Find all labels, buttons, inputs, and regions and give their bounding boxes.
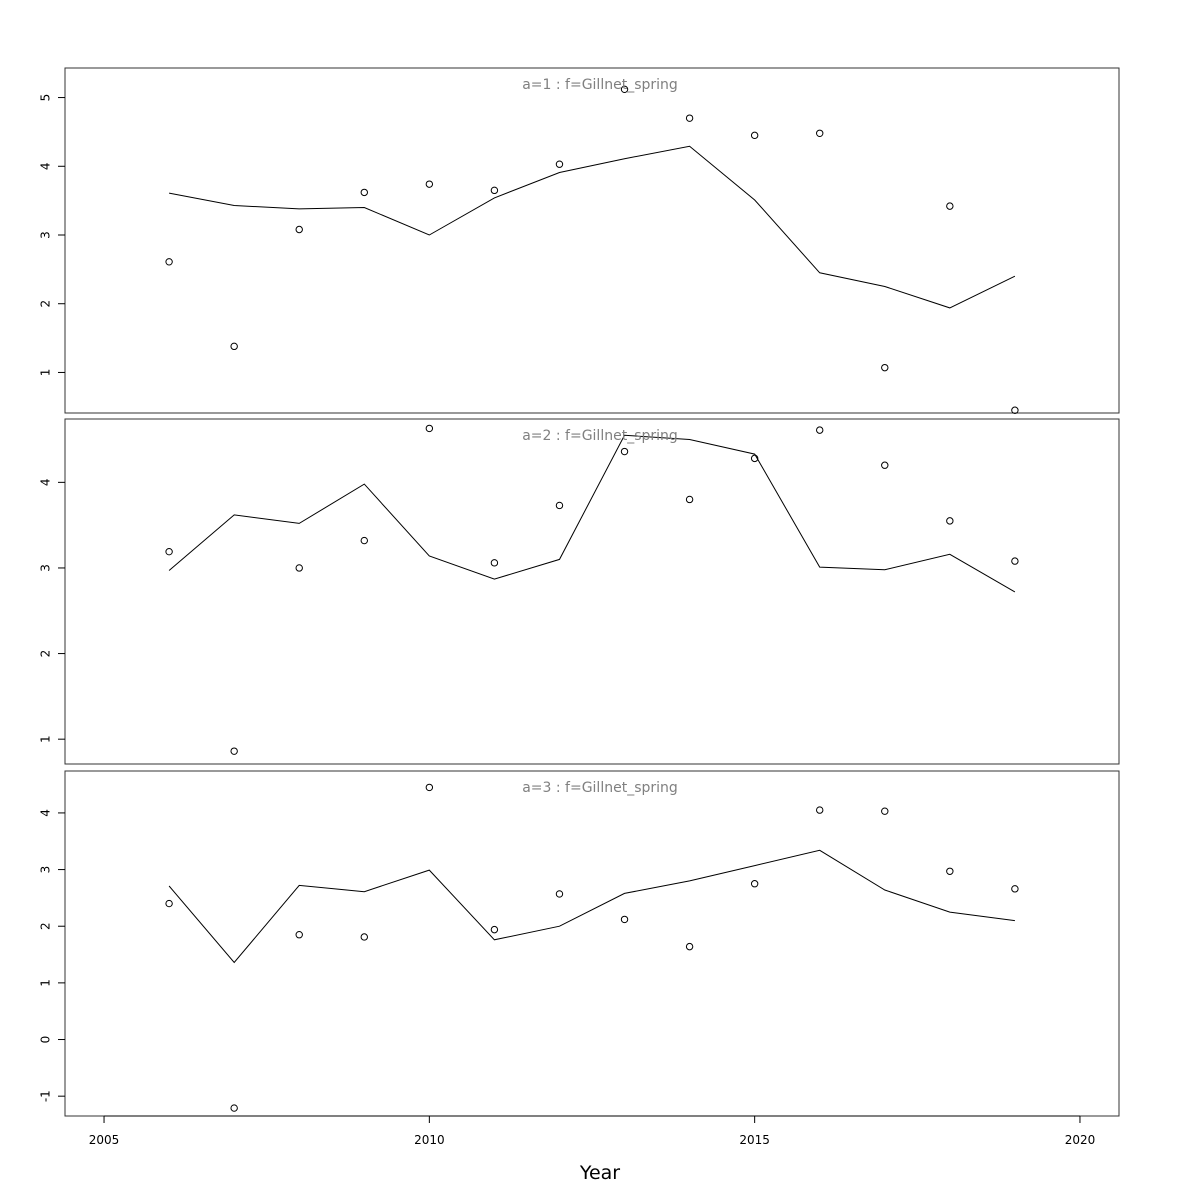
- y-tick-label: 4: [39, 479, 53, 487]
- y-tick-label: 5: [39, 94, 53, 102]
- observed-point: [230, 1104, 238, 1112]
- observed-point: [360, 933, 368, 941]
- observed-point: [620, 447, 629, 456]
- observed-point: [816, 806, 824, 814]
- observed-point: [295, 931, 303, 939]
- panel-frame: [64, 418, 1120, 765]
- observed-point: [881, 461, 889, 469]
- observed-point: [490, 559, 499, 567]
- panels: 1 2 3 4 5 a=1 : f=Gillnet_spring 1 2 3 4 a=2 : f=G…: [39, 67, 1120, 1117]
- y-tick-label: 1: [39, 369, 53, 377]
- y-tick-label: 1: [39, 979, 53, 987]
- panel-1: 1 2 3 4 5 a=1 : f=Gillnet_spring: [39, 67, 1120, 414]
- y-tick-label: 4: [39, 809, 53, 817]
- observed-point: [165, 899, 173, 908]
- x-tick-label: 2020: [1065, 1133, 1096, 1147]
- fitted-line: [168, 849, 1015, 964]
- panel-3: -1 0 1 2 3 4 a=3 : f=Gillnet_spring: [39, 770, 1120, 1117]
- observed-point: [425, 783, 434, 792]
- fitted-line: [168, 434, 1016, 593]
- y-tick-label: 3: [39, 231, 53, 239]
- observed-point: [816, 129, 824, 137]
- panel-title: a=2 : f=Gillnet_spring: [522, 428, 678, 444]
- observed-point: [750, 454, 759, 463]
- observed-point: [881, 807, 889, 815]
- y-tick-label: 1: [39, 735, 53, 743]
- x-tick-label: 2010: [414, 1133, 445, 1147]
- observed-point: [946, 202, 954, 210]
- observed-point: [1011, 406, 1019, 414]
- observed-point: [490, 186, 499, 195]
- observed-point: [881, 363, 889, 372]
- x-axis: 2005 2010 2015 2020: [89, 1115, 1096, 1147]
- y-tick-label: 2: [39, 650, 53, 658]
- observed-point: [685, 942, 694, 951]
- observed-point: [230, 342, 238, 351]
- observed-point: [360, 536, 368, 545]
- fitted-line: [169, 145, 1016, 309]
- observed-point: [816, 426, 824, 434]
- observed-point: [1011, 885, 1019, 893]
- observed-point: [295, 564, 303, 572]
- observed-point: [946, 517, 954, 525]
- panel-2: 1 2 3 4 a=2 : f=Gillnet_spring: [39, 418, 1120, 765]
- observed-point: [685, 495, 694, 504]
- x-tick-label: 2015: [739, 1133, 770, 1147]
- observed-point: [750, 131, 759, 140]
- observed-point: [555, 890, 564, 898]
- observed-point: [230, 747, 238, 755]
- y-tick-label: 3: [39, 564, 53, 572]
- observed-point: [750, 880, 759, 888]
- observed-point: [360, 188, 368, 197]
- observed-point: [555, 160, 564, 168]
- y-tick-label: 2: [39, 300, 53, 308]
- x-axis-title: Year: [579, 1162, 620, 1184]
- y-tick-label: -1: [39, 1090, 53, 1102]
- panel-title: a=1 : f=Gillnet_spring: [522, 77, 678, 93]
- observed-point: [555, 501, 564, 510]
- y-tick-label: 3: [39, 866, 53, 874]
- observed-point: [425, 424, 434, 433]
- x-tick-label: 2005: [89, 1133, 120, 1147]
- observed-point: [620, 915, 629, 924]
- observed-point: [490, 925, 499, 934]
- observed-point: [946, 867, 954, 875]
- observed-point: [165, 258, 173, 266]
- panel-title: a=3 : f=Gillnet_spring: [522, 780, 678, 796]
- observed-point: [1011, 557, 1019, 565]
- y-tick-label: 0: [39, 1036, 53, 1044]
- y-tick-label: 4: [39, 162, 53, 170]
- panel-frame: [64, 67, 1120, 414]
- observed-point: [620, 85, 629, 94]
- observed-point: [295, 225, 303, 234]
- y-tick-label: 2: [39, 922, 53, 930]
- observed-point: [165, 547, 173, 556]
- observed-point: [685, 114, 694, 122]
- observed-point: [425, 180, 434, 188]
